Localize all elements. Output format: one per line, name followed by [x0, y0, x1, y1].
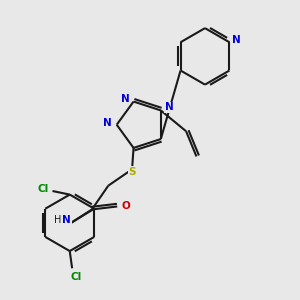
Text: N: N	[103, 118, 112, 128]
Text: H: H	[54, 215, 62, 225]
Text: N: N	[165, 102, 173, 112]
Text: O: O	[121, 201, 130, 211]
Text: Cl: Cl	[70, 272, 81, 282]
Text: N: N	[62, 215, 71, 225]
Text: S: S	[128, 167, 136, 177]
Text: N: N	[121, 94, 130, 103]
Text: N: N	[232, 35, 240, 45]
Text: Cl: Cl	[38, 184, 49, 194]
